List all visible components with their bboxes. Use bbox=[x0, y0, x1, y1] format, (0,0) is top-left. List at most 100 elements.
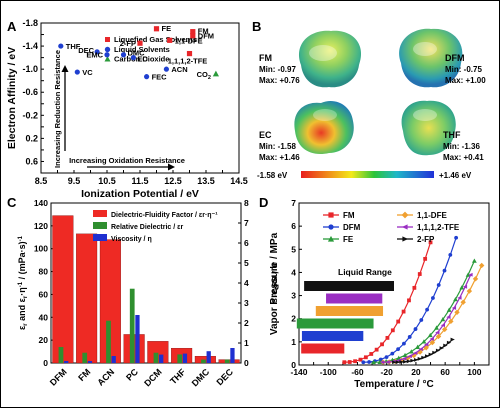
panel-d-legend: FM DFM FE 1,1-DFE 1,1,1,2-TFE 2-FP bbox=[323, 211, 460, 244]
fm-esp-name: FM bbox=[259, 53, 272, 63]
liquid-range-1-1-dfe bbox=[315, 306, 384, 316]
curve-point-1-1-1-2-tfe bbox=[385, 360, 390, 364]
point-label-emc: EMC bbox=[86, 51, 103, 60]
bar-viscosity-dec bbox=[230, 348, 235, 363]
panel-c-left-tick-label: 0 bbox=[43, 358, 48, 368]
curve-point-dfm bbox=[425, 307, 430, 312]
point-label-fec: FEC bbox=[152, 73, 168, 82]
panel-c-bar-chart: εr and εr·η-1 / (mPa·s)-1 η / mPa·s 0204… bbox=[17, 198, 280, 388]
legend-marker-1-1-1-2-tfe bbox=[401, 224, 408, 230]
curve-point-1-1-1-2-tfe bbox=[379, 360, 385, 365]
point-1-1-1-2-tfe bbox=[186, 50, 193, 57]
bar-viscosity-fm bbox=[87, 361, 93, 363]
curve-point-fm bbox=[412, 285, 417, 290]
panel-a-y-tick-label: -0.6 bbox=[22, 87, 38, 97]
bar-relative-dielectric-dfm bbox=[58, 347, 64, 363]
thf-esp-max: Max: +0.41 bbox=[443, 153, 484, 162]
panel-a-x-tick-label: 10.5 bbox=[98, 176, 116, 186]
ec-surface bbox=[294, 101, 354, 155]
panel-c-bars: DFM FM ACN PC DCM THF DMC DEC bbox=[48, 215, 240, 388]
panel-d-vapor-pressure: Temperature / °C Vapor Pressure / MPa -1… bbox=[269, 198, 490, 390]
curve-point-fm bbox=[390, 328, 395, 333]
legend-label-fm: FM bbox=[343, 211, 355, 220]
curve-point-fm bbox=[417, 272, 422, 276]
ec-esp-max: Max: +1.46 bbox=[259, 153, 300, 162]
legend-label-relative-dielectric: Relative Dielectric / εr bbox=[111, 224, 183, 231]
curve-point-1-1-dfe bbox=[478, 262, 485, 269]
legend-label-dfm: DFM bbox=[343, 223, 361, 232]
curve-point-dfm bbox=[361, 360, 366, 365]
legend-label-viscosity: Viscosity / η bbox=[111, 236, 152, 243]
curve-point-fe bbox=[446, 307, 452, 312]
panel-a-x-tick-label: 14.5 bbox=[230, 176, 248, 186]
panel-c-category-label-thf: THF bbox=[168, 366, 188, 386]
curve-point-1-1-1-2-tfe bbox=[407, 354, 412, 359]
legend-marker-co2 bbox=[104, 56, 111, 62]
colorbar-max-label: +1.46 eV bbox=[439, 171, 472, 180]
curve-point-fe bbox=[453, 296, 458, 302]
point-label-thf: THF bbox=[66, 42, 81, 51]
curve-point-1-1-dfe bbox=[435, 333, 442, 340]
panel-d-y-tick-label: 6 bbox=[291, 221, 296, 231]
panel-a-ticks: 8.5 9.5 10.5 11.5 12.5 13.5 14.5 -1.8 -1.4 -1.0 -0… bbox=[22, 18, 247, 186]
bar-dielectric-fluidity-fm bbox=[76, 233, 98, 364]
curve-point-fe bbox=[434, 325, 439, 330]
curve-point-dfm bbox=[396, 347, 401, 352]
curve-point-dfm bbox=[436, 283, 441, 287]
curve-point-fm bbox=[407, 298, 411, 303]
curve-point-dfm bbox=[448, 252, 453, 257]
point-label-ec: EC bbox=[137, 55, 148, 64]
curve-point-fm bbox=[428, 240, 433, 245]
panel-c-right-tick-label: 4 bbox=[244, 278, 249, 288]
legend-marker-fm bbox=[328, 212, 334, 218]
curve-point-1-1-1-2-tfe bbox=[418, 347, 423, 352]
panel-c-right-tick-label: 1 bbox=[244, 338, 249, 348]
molecule-dfm-esp-map bbox=[399, 28, 463, 88]
panel-c-right-tick-label: 8 bbox=[244, 198, 249, 208]
oxidation-annotation-text: Increasing Oxidation Resistance bbox=[69, 156, 185, 165]
point-label-co2: CO2 bbox=[197, 70, 211, 81]
curve-point-2-fp bbox=[428, 352, 433, 357]
panel-d-x-tick-label: -60 bbox=[351, 367, 364, 377]
point-label-1-1-1-2-tfe: 1,1,1,2-TFE bbox=[168, 57, 208, 66]
panel-c-right-tick-label: 5 bbox=[244, 258, 249, 268]
panel-a-y-label: Electron Affinity / eV bbox=[6, 47, 18, 149]
panel-c-left-tick-label: 40 bbox=[39, 312, 49, 322]
curve-point-2-fp bbox=[443, 343, 448, 348]
curve-point-1-1-1-2-tfe bbox=[413, 351, 418, 355]
molecule-thf-esp-map bbox=[401, 100, 456, 156]
point-fe bbox=[153, 26, 160, 32]
panel-letter-b: B bbox=[252, 19, 261, 34]
colorbar-min-label: -1.58 eV bbox=[257, 171, 288, 180]
legend-marker-2-fp bbox=[402, 236, 409, 242]
panel-d-liquid-ranges bbox=[296, 281, 394, 354]
curve-point-2-fp bbox=[439, 346, 444, 351]
panel-c-left-tick-label: 140 bbox=[34, 198, 48, 208]
point-acn bbox=[163, 66, 169, 72]
panel-d-y-tick-label: 7 bbox=[291, 198, 296, 208]
panel-d-x-tick-label: 100 bbox=[467, 367, 481, 377]
curve-point-1-1-1-2-tfe bbox=[440, 323, 445, 328]
thf-esp-name: THF bbox=[443, 130, 461, 140]
curve-point-fm bbox=[342, 360, 347, 365]
point-vc bbox=[74, 69, 80, 75]
panel-d-y-tick-label: 1 bbox=[291, 337, 296, 347]
fm-esp-min: Min: -0.97 bbox=[259, 65, 296, 74]
curve-point-fe bbox=[465, 272, 471, 277]
panel-letter-d: D bbox=[259, 195, 268, 210]
panel-d-y-label: Vapor Pressure / MPa bbox=[269, 232, 280, 335]
panel-d-frame bbox=[298, 202, 490, 366]
curve-point-2-fp bbox=[392, 360, 397, 365]
panel-c-left-tick-label: 20 bbox=[39, 335, 49, 345]
curve-point-fe bbox=[371, 359, 376, 365]
panel-c-category-label-fm: FM bbox=[76, 367, 92, 383]
curve-point-1-1-1-2-tfe bbox=[468, 272, 473, 277]
panel-d-x-label: Temperature / °C bbox=[354, 379, 433, 390]
panel-c-left-tick-label: 80 bbox=[39, 267, 49, 277]
molecule-ec-esp-map bbox=[294, 101, 354, 155]
point-dec bbox=[94, 49, 100, 55]
legend-label-co2: Carbon Dioxide bbox=[114, 55, 169, 64]
panel-a-y-tick-label: 0.2 bbox=[25, 133, 38, 143]
